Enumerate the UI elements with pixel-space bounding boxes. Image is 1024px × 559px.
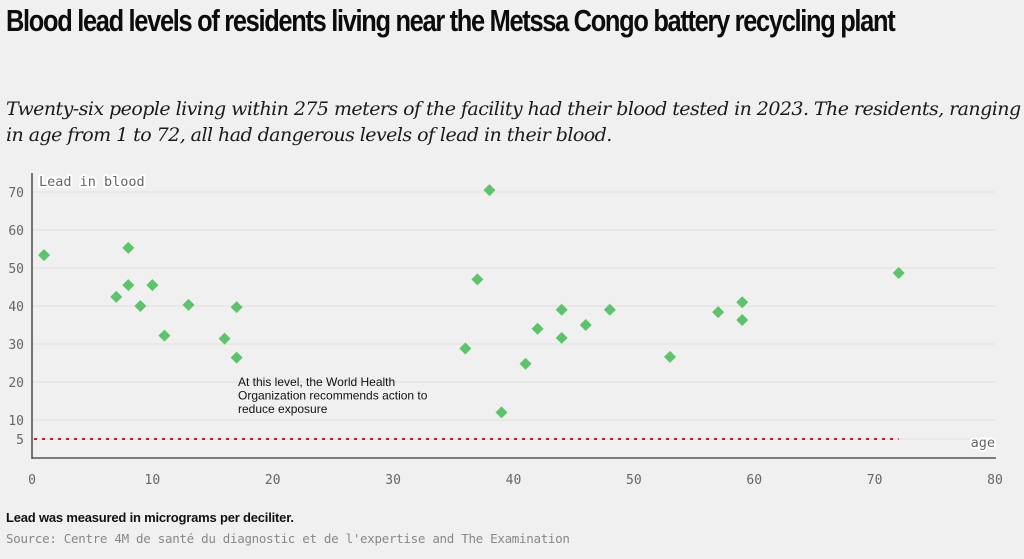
annotation-line: Organization recommends action to	[238, 389, 428, 403]
y-tick-label: 40	[8, 300, 24, 315]
x-tick-label: 20	[265, 473, 281, 488]
data-point	[110, 290, 123, 303]
data-point	[555, 303, 568, 316]
data-point	[459, 342, 472, 355]
data-point	[218, 332, 231, 345]
gridlines	[32, 191, 995, 440]
data-point	[122, 279, 135, 292]
y-tick-label: 30	[8, 338, 24, 353]
chart-title: Blood lead levels of residents living ne…	[6, 3, 896, 38]
y-axis-title: Lead in blood	[39, 174, 145, 190]
data-point	[531, 322, 544, 335]
data-points	[38, 184, 905, 419]
x-tick-label: 50	[626, 473, 642, 488]
data-point	[663, 350, 676, 363]
annotation-line: At this level, the World Health	[238, 375, 395, 389]
data-point	[38, 249, 51, 262]
y-tick-label: 5	[16, 433, 24, 448]
data-point	[158, 329, 171, 342]
data-point	[736, 314, 749, 327]
data-point	[712, 306, 725, 319]
data-point	[519, 357, 532, 370]
y-tick-label: 50	[8, 262, 24, 277]
data-point	[146, 279, 159, 292]
x-tick-label: 30	[385, 473, 401, 488]
units-note: Lead was measured in micrograms per deci…	[6, 510, 294, 525]
x-tick-label: 60	[746, 473, 762, 488]
data-point	[471, 273, 484, 286]
data-point	[736, 296, 749, 309]
annotation-line: reduce exposure	[238, 402, 328, 416]
scatter-plot: 5 10 20 30 40 50 60 70 0 10 20 30 40 50 60 70 80 At thi…	[8, 172, 1003, 488]
x-tick-label: 10	[145, 473, 161, 488]
x-axis-ticks: 0 10 20 30 40 50 60 70 80	[28, 473, 1003, 488]
data-point	[483, 184, 496, 197]
source-credit: Source: Centre 4M de santé du diagnostic…	[6, 531, 570, 546]
data-point	[230, 351, 243, 364]
data-point	[182, 298, 195, 311]
x-tick-label: 40	[506, 473, 522, 488]
y-tick-label: 60	[8, 224, 24, 239]
y-tick-label: 20	[8, 376, 24, 391]
data-point	[892, 266, 905, 279]
data-point	[495, 406, 508, 419]
data-point	[122, 241, 135, 254]
y-tick-label: 70	[8, 186, 24, 201]
data-point	[579, 319, 592, 331]
x-axis-title: age	[971, 435, 995, 451]
x-tick-label: 70	[867, 473, 883, 488]
y-tick-label: 10	[8, 414, 24, 429]
x-tick-label: 80	[987, 473, 1003, 488]
data-point	[230, 301, 243, 314]
x-tick-label: 0	[28, 473, 36, 488]
data-point	[134, 300, 147, 312]
axes	[31, 173, 996, 459]
chart-subtitle: Twenty-six people living within 275 mete…	[6, 98, 1021, 146]
data-point	[555, 331, 568, 344]
data-point	[603, 303, 616, 316]
y-axis-ticks: 5 10 20 30 40 50 60 70	[8, 186, 24, 448]
threshold-annotation: At this level, the World HealthOrganizat…	[238, 375, 428, 416]
